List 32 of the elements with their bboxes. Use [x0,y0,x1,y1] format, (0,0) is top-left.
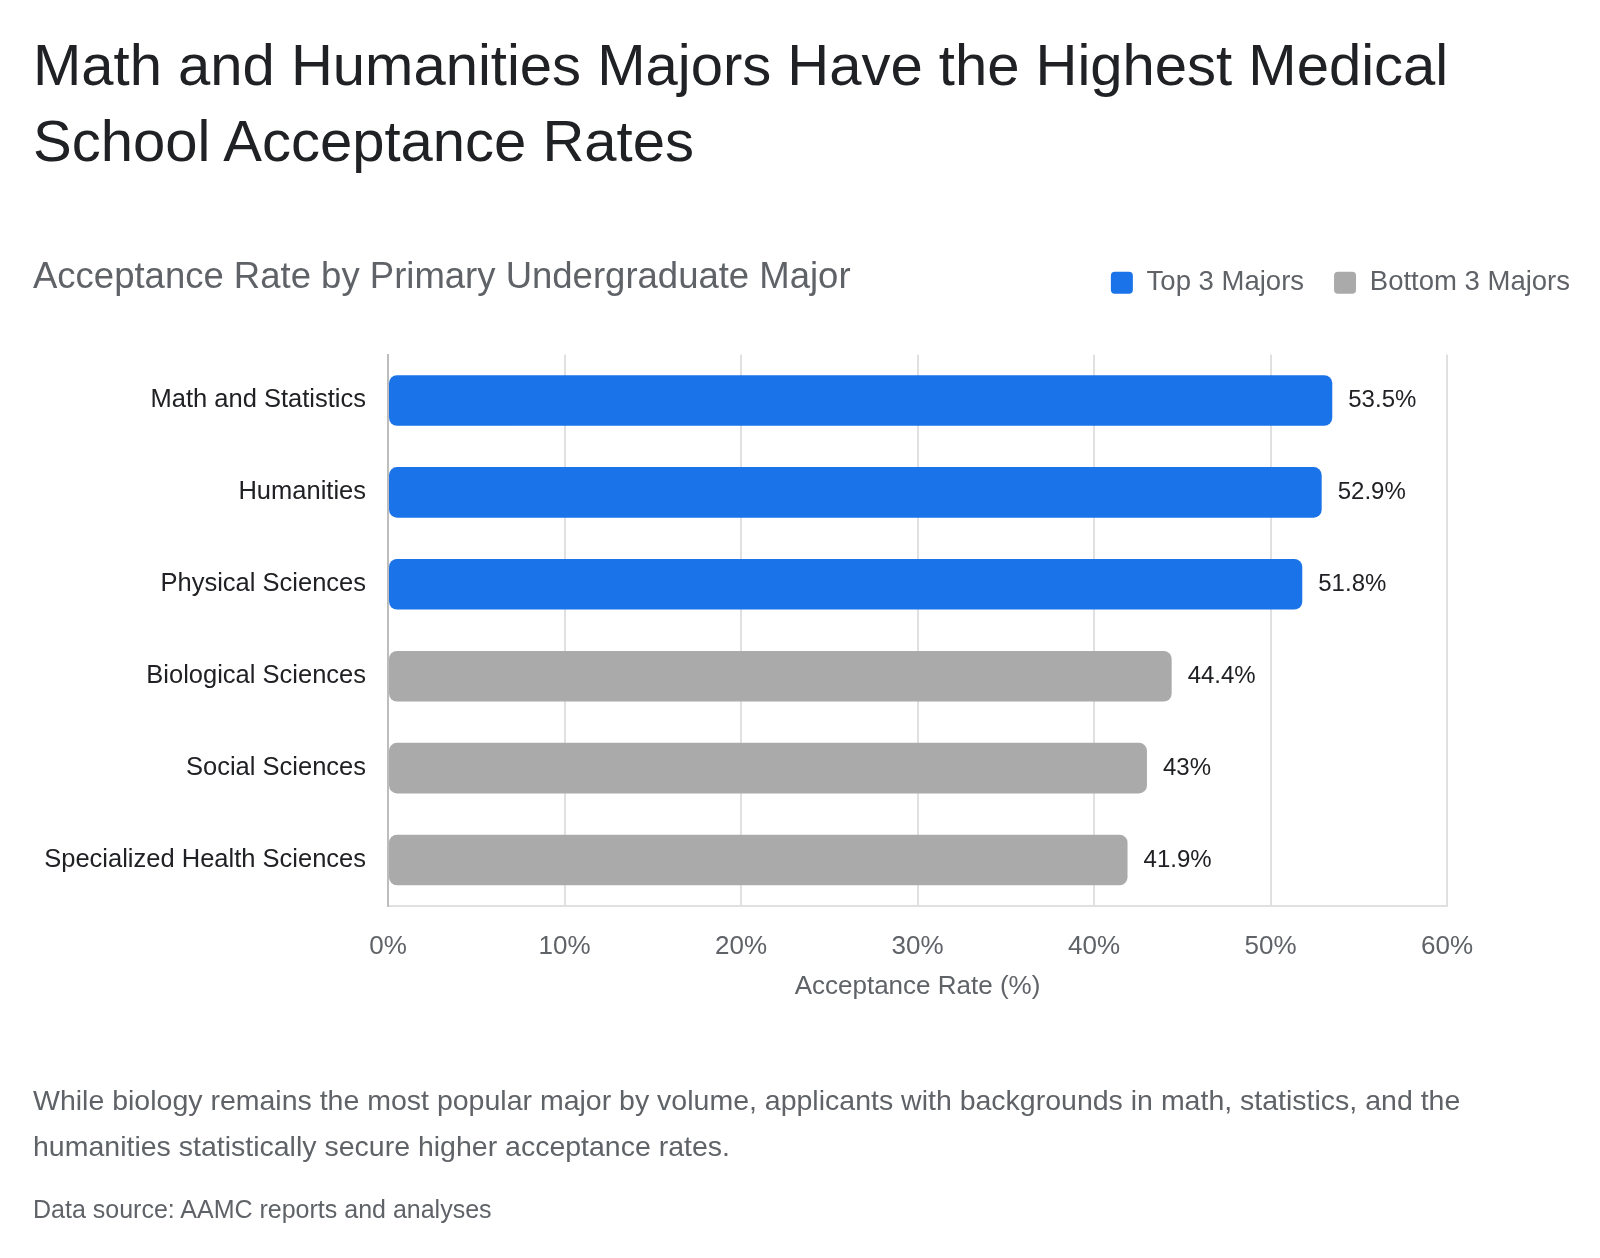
x-tick-label: 40% [1067,929,1121,960]
bar [389,650,1172,702]
x-tick-label: 60% [1420,929,1474,960]
bar [389,559,1303,610]
data-label: 52.9% [1337,477,1406,504]
data-label: 51.8% [1318,568,1387,596]
x-axis-title: Acceptance Rate (%) [794,969,1041,1000]
chart-title: Math and Humanities Majors Have the Highest Medical School Acceptance Rates [33,31,1450,175]
legend-label: Top 3 Majors [1146,265,1305,297]
bar [389,834,1128,886]
x-tick-label: 0% [369,929,407,960]
x-tick-label: 20% [714,929,768,960]
y-tick-label: Humanities [238,476,366,505]
chart-subtitle: Acceptance Rate by Primary Undergraduate Major [33,255,851,297]
data-label: 41.9% [1143,844,1212,872]
source-note: Data source: AAMC reports and analyses [33,1194,493,1224]
y-tick-label: Biological Sciences [146,660,366,689]
bar [389,467,1322,518]
x-tick-label: 30% [891,929,944,960]
x-tick-label: 10% [538,929,591,960]
text: While biology remains the most popular major by volume, applicants with backgrounds in math, statistics, and the humanities statistically secure higher acceptance rates. [33,1083,1462,1164]
legend-label: Bottom 3 Majors [1369,265,1571,297]
bar [389,375,1333,426]
y-tick-label: Specialized Health Sciences [44,844,366,873]
x-tick-label: 50% [1244,929,1297,960]
data-label: 43% [1162,752,1211,780]
y-tick-label: Social Sciences [185,752,366,781]
data-label: 44.4% [1187,660,1256,688]
bar [389,742,1147,794]
data-label: 53.5% [1348,385,1417,413]
y-tick-label: Physical Sciences [160,568,366,597]
y-tick-label: Math and Statistics [150,384,366,413]
